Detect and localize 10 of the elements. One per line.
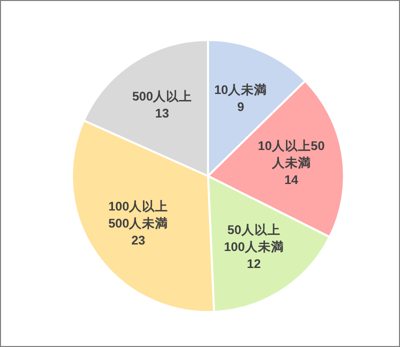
data-label: 13: [155, 106, 170, 121]
slice-label: 10人以上50 人未満: [258, 138, 325, 170]
slice-label: 100人以上 500人未満: [108, 199, 168, 230]
data-label: 12: [246, 256, 261, 271]
slice-label: 500人以上: [132, 90, 192, 104]
data-label: 14: [284, 172, 298, 187]
slice-label: 50人以上 100人未満: [224, 222, 284, 254]
slice-label: 10人未満: [214, 82, 268, 97]
data-label: 23: [131, 233, 146, 248]
data-label: 9: [237, 100, 244, 114]
